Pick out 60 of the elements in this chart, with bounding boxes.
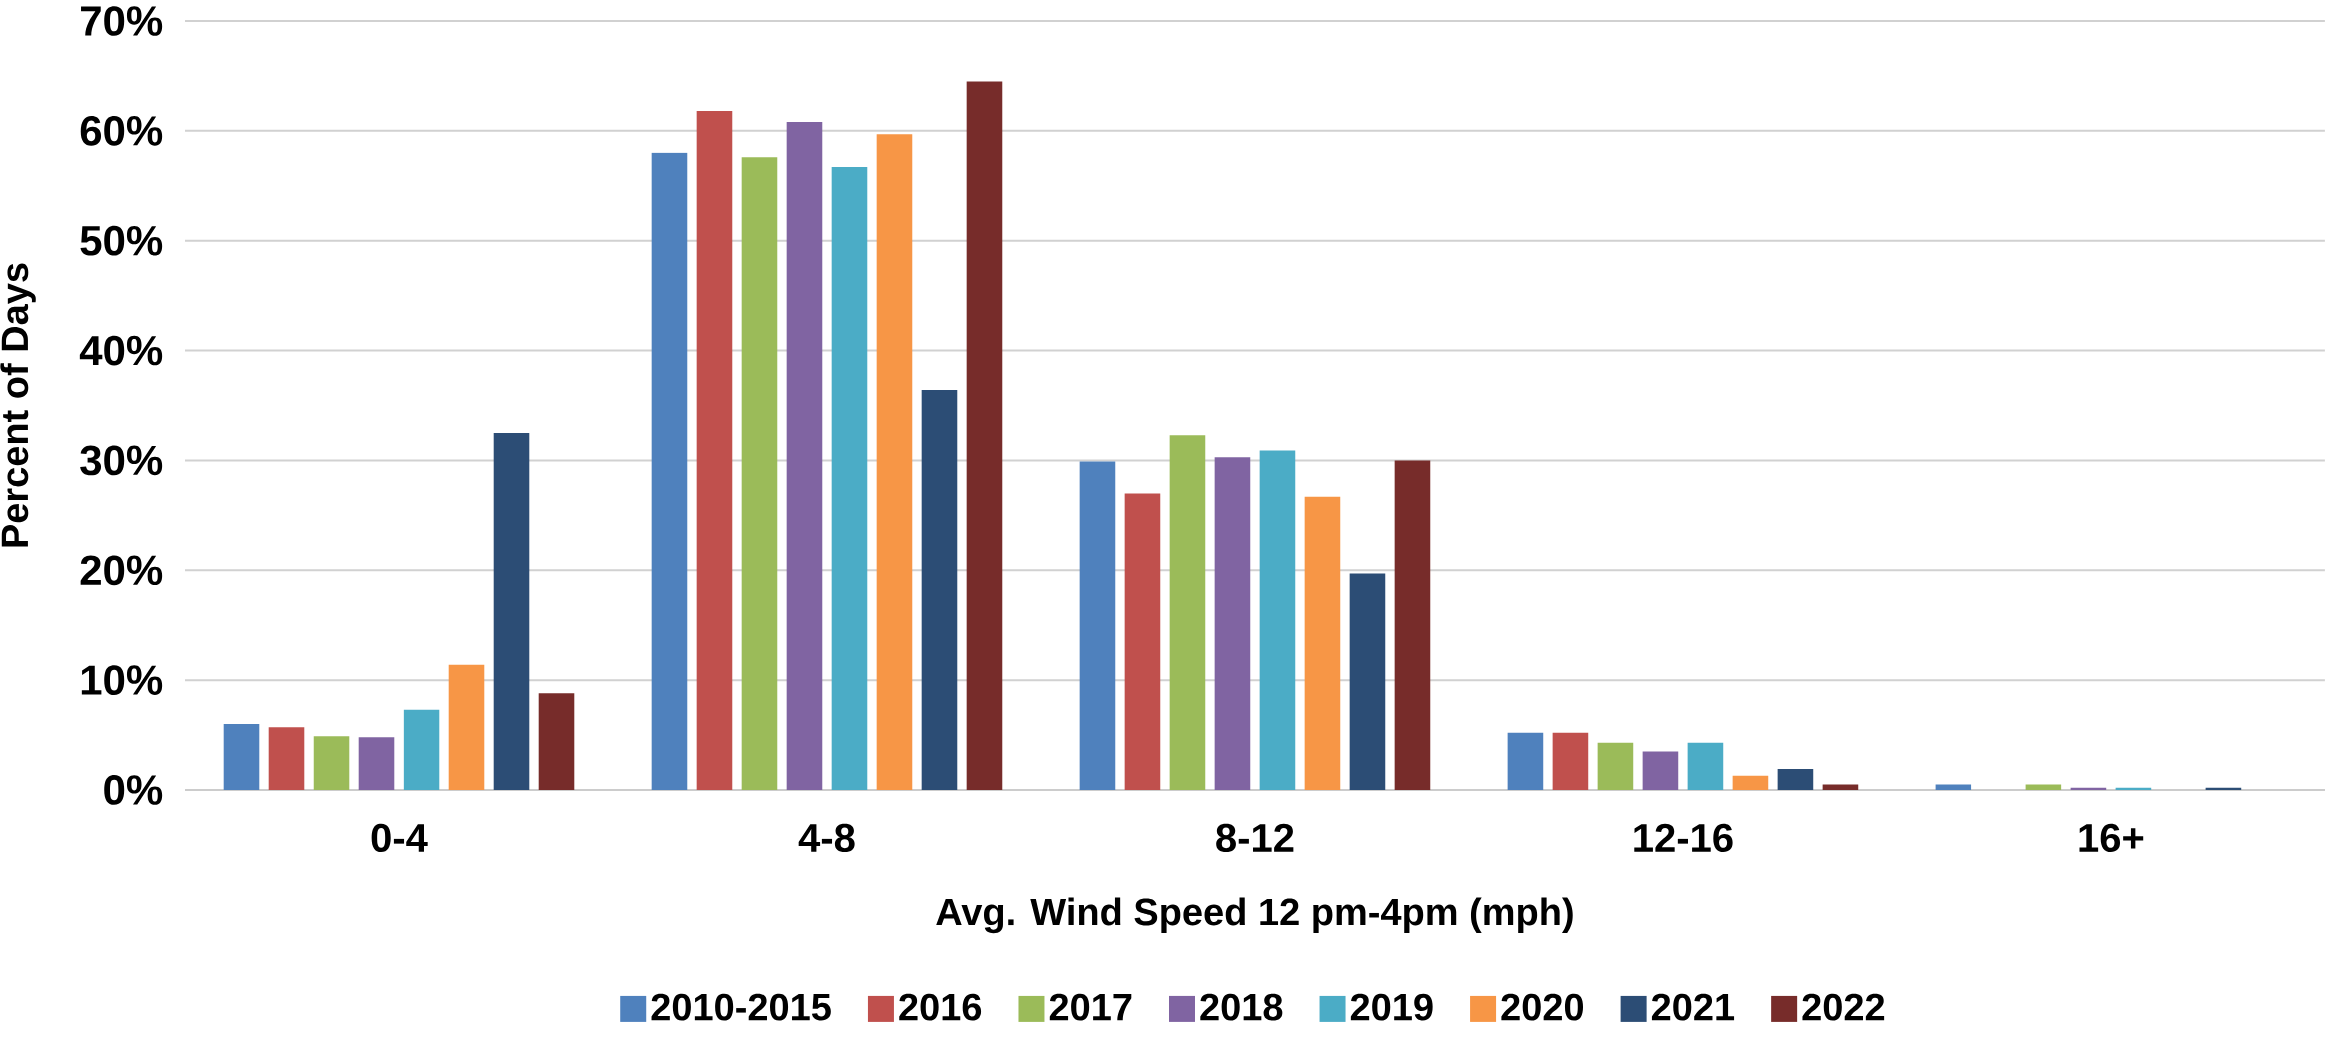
y-tick-label: 20%: [80, 555, 163, 586]
bar: [1822, 784, 1859, 790]
x-tick-label: 4-8: [798, 823, 855, 853]
legend-label: 2020: [1501, 993, 1584, 1021]
x-tick-label: 0-4: [371, 823, 428, 853]
y-tick-label: 50%: [80, 225, 163, 256]
bar: [1124, 493, 1161, 790]
legend-label: 2019: [1350, 993, 1433, 1021]
bar: [1597, 742, 1634, 790]
y-tick-label: 30%: [80, 445, 163, 476]
bar: [1687, 742, 1724, 790]
legend-label: 2016: [899, 993, 982, 1021]
bar: [831, 167, 868, 790]
bar: [1552, 732, 1589, 790]
bar: [786, 122, 823, 790]
x-tick-label: 16+: [2079, 823, 2144, 853]
legend-label: 2017: [1049, 993, 1132, 1021]
bar: [223, 724, 260, 790]
y-tick-label: 60%: [80, 115, 163, 146]
y-axis-title: Percent of Days: [0, 263, 36, 547]
bar: [1394, 460, 1431, 790]
y-tick-label: 70%: [81, 6, 163, 36]
bar: [1079, 461, 1116, 790]
bar: [403, 709, 440, 790]
bar: [1642, 751, 1679, 790]
bar: [1732, 775, 1769, 790]
y-tick-label: 0%: [104, 775, 163, 805]
bar: [696, 111, 733, 790]
bar: [1214, 457, 1251, 790]
bar: [2205, 787, 2242, 790]
bar: [1777, 769, 1814, 790]
bar: [1349, 573, 1386, 790]
bar: [921, 390, 958, 790]
bar: [1259, 450, 1296, 790]
y-tick-label: 10%: [81, 665, 163, 695]
bar: [358, 737, 395, 790]
bar: [268, 727, 305, 790]
bar: [741, 157, 778, 790]
legend-label: 2018: [1200, 993, 1283, 1021]
bar: [2070, 787, 2107, 790]
bar: [448, 664, 485, 790]
bar: [493, 432, 530, 790]
bar: [1304, 496, 1341, 790]
bar: [313, 736, 350, 790]
bar: [966, 81, 1003, 790]
y-tick-label: 40%: [79, 335, 163, 366]
legend-label: 2010-2015: [651, 993, 831, 1021]
bar: [1935, 784, 1972, 790]
bar: [2025, 784, 2062, 790]
bar: [538, 693, 575, 790]
bar: [1169, 435, 1206, 790]
legend-label: 2022: [1802, 993, 1885, 1021]
bar: [876, 134, 913, 790]
bar: [651, 152, 688, 790]
x-axis-title: Avg. Wind Speed 12 pm-4pm (mph): [936, 897, 1573, 934]
bar: [2115, 787, 2152, 790]
x-tick-label: 12-16: [1634, 823, 1733, 853]
bar: [1507, 732, 1544, 790]
x-tick-label: 8-12: [1216, 823, 1294, 853]
legend-label: 2021: [1651, 993, 1735, 1021]
